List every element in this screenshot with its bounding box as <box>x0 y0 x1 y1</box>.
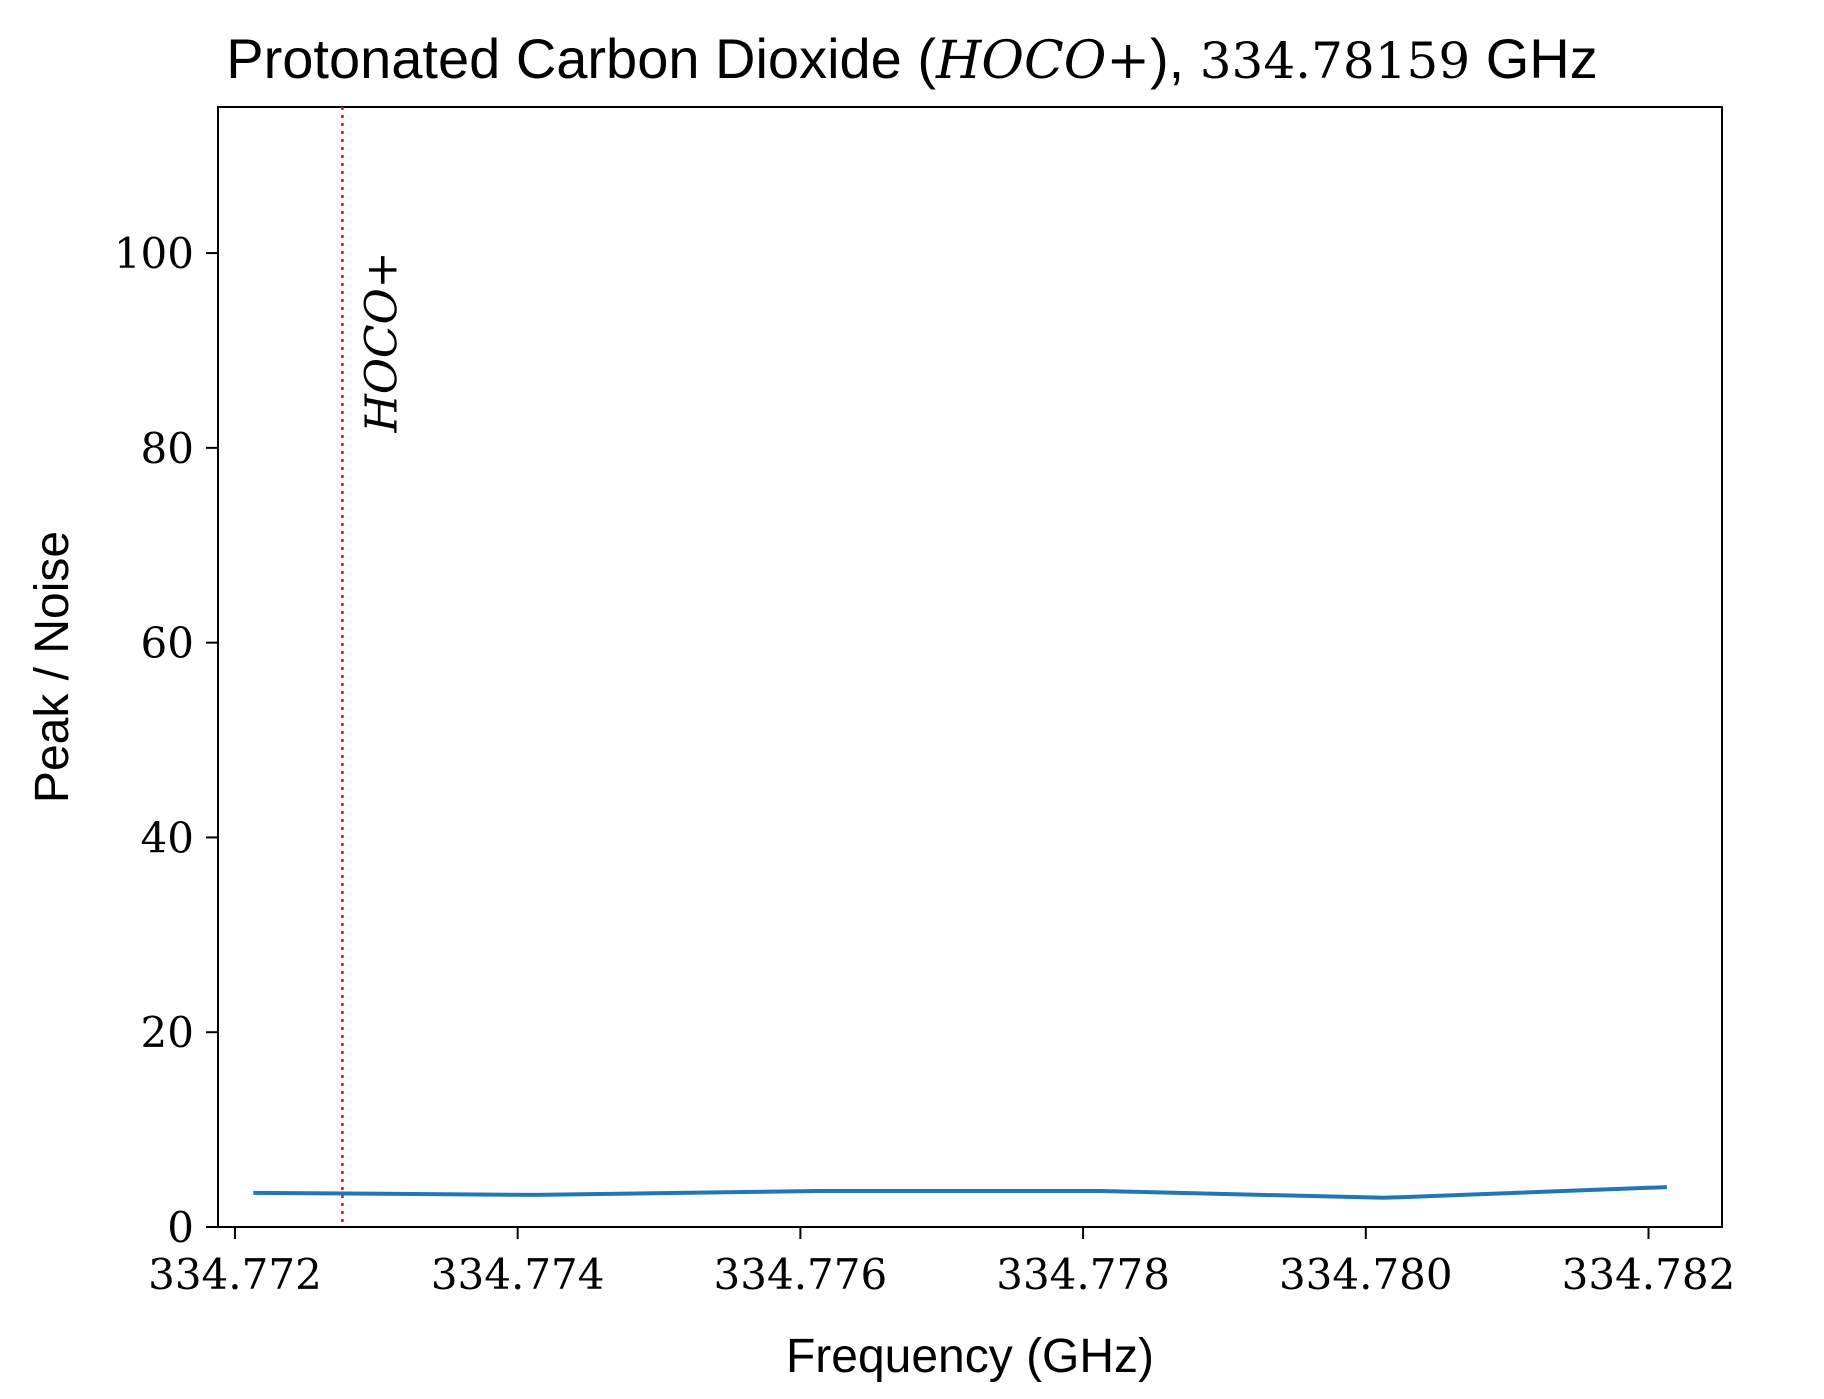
title-middle: ), <box>1150 27 1200 90</box>
y-tick-label: 0 <box>167 1203 194 1252</box>
x-tick-label: 334.780 <box>1279 1250 1453 1299</box>
y-tick-label: 60 <box>141 619 194 668</box>
y-axis-ticks: 0 20 40 60 80 100 <box>114 229 218 1252</box>
x-tick-label: 334.774 <box>431 1250 605 1299</box>
title-frequency: 334.78159 <box>1200 32 1470 90</box>
title-species: HOCO+ <box>935 31 1150 91</box>
title-prefix: Protonated Carbon Dioxide ( <box>226 27 936 90</box>
series-line <box>253 1185 1667 1200</box>
x-tick-label: 334.782 <box>1562 1250 1736 1299</box>
y-tick-label: 20 <box>141 1008 194 1057</box>
chart-title: Protonated Carbon Dioxide (HOCO+), 334.7… <box>226 27 1597 91</box>
plot-frame <box>217 106 1723 1228</box>
y-axis-label: Peak / Noise <box>26 531 79 803</box>
title-suffix: GHz <box>1470 27 1598 90</box>
y-tick-label: 80 <box>141 424 194 473</box>
y-tick-label: 40 <box>141 813 194 862</box>
y-tick-label: 100 <box>114 229 194 278</box>
x-tick-label: 334.772 <box>148 1250 322 1299</box>
transition-marker-label: HOCO+ <box>356 251 407 433</box>
x-axis-ticks: 334.772 334.774 334.776 334.778 334.780 334.7… <box>148 1227 1735 1299</box>
series-group <box>253 1185 1667 1200</box>
annotations: HOCO+ <box>341 107 407 1227</box>
x-axis-label: Frequency (GHz) <box>786 1330 1154 1383</box>
x-tick-label: 334.776 <box>714 1250 888 1299</box>
x-tick-label: 334.778 <box>996 1250 1170 1299</box>
